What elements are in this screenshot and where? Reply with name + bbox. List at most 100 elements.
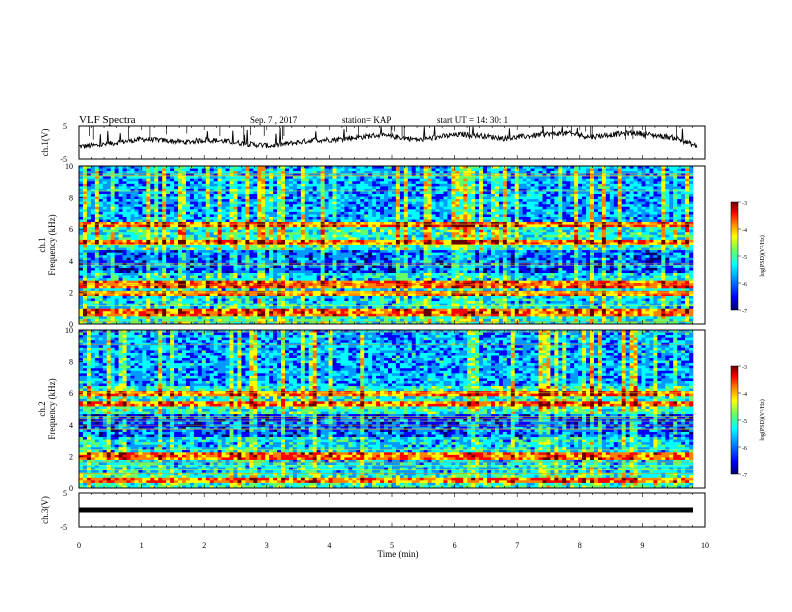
ch1-spectrogram-cell [562,189,566,192]
ch1-spectrogram-cell [305,186,309,189]
ch1-spectrogram-cell [142,242,146,245]
ch1-spectrogram-cell [649,225,653,228]
ch1-spectrogram-cell [535,225,539,228]
ch1-spectrogram-cell [388,242,392,245]
ch1-spectrogram-cell [79,220,83,223]
ch1-spectrogram-cell [218,227,222,230]
ch1-spectrogram-cell [566,212,570,215]
ch1-spectrogram-cell [447,220,451,223]
ch1-spectrogram-cell [150,184,154,187]
ch1-spectrogram-cell [420,181,424,184]
ch1-spectrogram-cell [515,235,519,238]
ch1-spectrogram-cell [661,209,665,212]
ch1-spectrogram-cell [336,179,340,182]
ch1-spectrogram-cell [340,204,344,207]
ch1-spectrogram-cell [523,197,527,200]
ch1-spectrogram-cell [649,212,653,215]
ch1-spectrogram-cell [281,225,285,228]
ch1-spectrogram-cell [91,184,95,187]
ch1-spectrogram-cell [657,235,661,238]
ch1-spectrogram-cell [352,232,356,235]
ch1-spectrogram-cell [190,194,194,197]
ch1-spectrogram-cell [119,191,123,194]
ch1-spectrogram-cell [566,237,570,240]
ch1-spectrogram-cell [602,169,606,172]
ch1-spectrogram-cell [226,204,230,207]
ch1-spectrogram-cell [424,212,428,215]
ch1-spectrogram-cell [479,199,483,202]
ch1-spectrogram-cell [233,191,237,194]
ch1-spectrogram-cell [590,237,594,240]
ch1-spectrogram-cell [131,222,135,225]
ch1-spectrogram-cell [475,202,479,205]
ch1-spectrogram-cell [301,217,305,220]
ch1-spectrogram-cell [237,207,241,210]
ch1-spectrogram-cell [384,179,388,182]
ch1-spectrogram-cell [400,207,404,210]
ch1-spectrogram-cell [103,220,107,223]
ch1-spectrogram-cell [384,176,388,179]
ch1-spectrogram-cell [657,179,661,182]
ch1-spectrogram-cell [87,245,91,248]
ch1-spectrogram-cell [432,222,436,225]
ch1-spectrogram-cell [210,232,214,235]
ch1-spectrogram-cell [689,222,693,225]
ch1-spectrogram-cell [293,222,297,225]
ch1-spectrogram-cell [507,191,511,194]
ch1-spectrogram-cell [214,242,218,245]
ch1-spectrogram-cell [523,225,527,228]
ch1-spectrogram-cell [285,222,289,225]
ch1-spectrogram-cell [218,242,222,245]
ch1-spectrogram-cell [360,199,364,202]
ch1-spectrogram-cell [475,209,479,212]
ch1-spectrogram-cell [111,212,115,215]
ch1-spectrogram-cell [218,237,222,240]
ch1-spectrogram-cell [352,194,356,197]
ch1-spectrogram-cell [594,230,598,233]
ch1-spectrogram-cell [578,184,582,187]
ch1-spectrogram-cell [364,214,368,217]
ch1-spectrogram-cell [428,179,432,182]
ch1-spectrogram-cell [574,209,578,212]
ch1-spectrogram-cell [463,242,467,245]
ch1-spectrogram-cell [436,227,440,230]
ch1-spectrogram-cell [277,240,281,243]
ch1-spectrogram-cell [661,214,665,217]
ch1-spectrogram-cell [79,186,83,189]
ch1-spectrogram-cell [329,212,333,215]
ch1-spectrogram-cell [479,209,483,212]
ch1-spectrogram-cell [99,209,103,212]
ch1-spectrogram-cell [293,197,297,200]
ch1-spectrogram-cell [245,169,249,172]
ch1-spectrogram-cell [257,189,261,192]
ch1-spectrogram-cell [131,235,135,238]
ch1-spectrogram-cell [558,220,562,223]
ch1-spectrogram-cell [416,176,420,179]
ch1-spectrogram-cell [95,176,99,179]
ch1-spectrogram-cell [443,181,447,184]
ch1-spectrogram-cell [99,227,103,230]
ch1-spectrogram-cell [428,220,432,223]
ch1-spectrogram-cell [206,194,210,197]
ch1-spectrogram-cell [483,197,487,200]
ch1-spectrogram-cell [657,191,661,194]
ch1-spectrogram-cell [230,197,234,200]
ch1-spectrogram-cell [336,240,340,243]
ch1-spectrogram-cell [253,181,257,184]
ch1-spectrogram-cell [467,240,471,243]
ch1-spectrogram-cell [455,186,459,189]
ch1-spectrogram-cell [677,214,681,217]
ch1-spectrogram-cell [91,202,95,205]
ch1-spectrogram-cell [226,240,230,243]
ch1-spectrogram-cell [107,225,111,228]
ch1-spectrogram-cell [210,240,214,243]
ch1-spectrogram-cell [396,240,400,243]
ch1-spectrogram-cell [293,189,297,192]
ch1-spectrogram-cell [376,197,380,200]
ch1-spectrogram-cell [408,237,412,240]
ch1-spectrogram-cell [289,194,293,197]
ch1-spectrogram-cell [226,176,230,179]
ch1-spectrogram-cell [630,197,634,200]
ch1-spectrogram-cell [146,235,150,238]
ch1-spectrogram-cell [384,202,388,205]
